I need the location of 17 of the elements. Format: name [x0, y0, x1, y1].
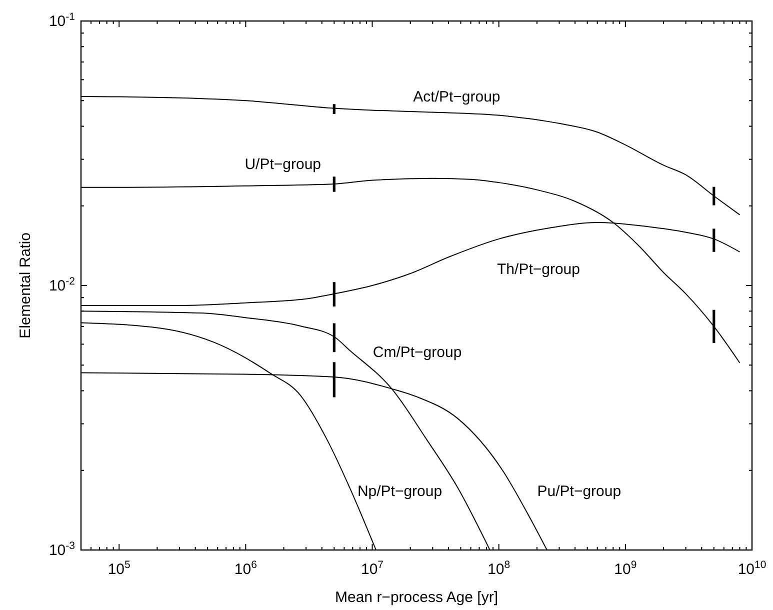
series-label: Act/Pt−group: [413, 88, 500, 106]
x-axis-title: Mean r−process Age [yr]: [335, 589, 498, 606]
x-tick-label: 10$^{8}$: [488, 559, 510, 578]
x-tick-label: 10$^{10}$: [738, 559, 766, 578]
series-label: Np/Pt−group: [357, 483, 442, 500]
series-label: Th/Pt−group: [497, 260, 580, 278]
y-tick-label: 10$^{-2}$: [48, 276, 76, 294]
series-label: U/Pt−group: [244, 156, 322, 174]
y-axis-title: Elemental Ratio: [17, 232, 34, 338]
y-tick-label: 10$^{-3}$: [48, 540, 76, 559]
series-label: Cm/Pt−group: [372, 344, 462, 361]
series-label: Pu/Pt−group: [537, 483, 622, 500]
x-tick-label: 10$^{5}$: [108, 559, 131, 578]
x-tick-label: 10$^{7}$: [360, 559, 384, 578]
x-tick-label: 10$^{9}$: [614, 559, 637, 578]
y-tick-label: 10$^{-1}$: [48, 11, 76, 30]
x-tick-label: 10$^{6}$: [234, 559, 258, 578]
